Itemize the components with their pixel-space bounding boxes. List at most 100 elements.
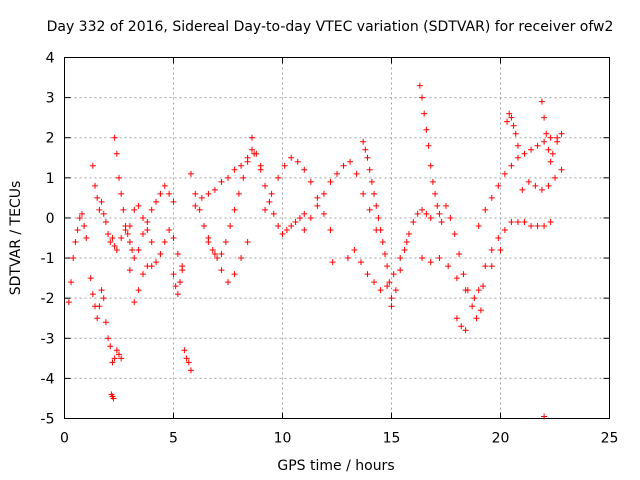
data-point (541, 138, 548, 145)
data-point (113, 347, 120, 354)
data-point (225, 279, 231, 286)
data-point (528, 222, 535, 229)
data-point (371, 279, 378, 286)
data-point (451, 230, 458, 237)
data-point (558, 166, 565, 173)
data-point (552, 174, 558, 181)
data-point (111, 243, 118, 250)
data-point (388, 295, 395, 302)
data-point (545, 182, 552, 189)
data-point (397, 267, 404, 274)
data-point (508, 218, 515, 225)
data-point (475, 222, 482, 229)
data-point (100, 295, 107, 302)
data-point (432, 190, 439, 197)
y-tick-label: 2 (46, 131, 55, 147)
data-point (327, 178, 334, 185)
y-tick-label: -2 (41, 291, 55, 307)
data-point (471, 295, 478, 302)
data-point (238, 162, 245, 169)
data-point (495, 182, 502, 189)
data-point (296, 214, 303, 221)
data-point (528, 146, 535, 153)
data-point (501, 170, 508, 177)
data-point (120, 206, 127, 213)
data-point (211, 251, 218, 258)
data-point (427, 214, 434, 221)
series-track-n (205, 239, 251, 286)
data-point (187, 367, 194, 374)
data-point (205, 239, 212, 246)
data-point (139, 214, 146, 221)
data-point (427, 259, 434, 266)
data-point (497, 247, 504, 254)
data-point (514, 142, 521, 149)
data-point (373, 202, 380, 209)
series-track-j (170, 267, 186, 298)
data-point (209, 247, 216, 254)
data-point (170, 235, 177, 241)
series-track-ae (549, 130, 565, 157)
series-track-aa (475, 134, 561, 229)
axis-ticks (64, 57, 610, 419)
data-point (320, 210, 327, 217)
data-point (390, 271, 397, 278)
data-point (519, 186, 526, 193)
series-track-l (187, 146, 255, 262)
data-point (534, 222, 541, 229)
data-point (366, 166, 373, 173)
data-point (538, 98, 545, 105)
data-point (157, 251, 164, 258)
x-tick-label: 0 (60, 431, 69, 447)
data-point (547, 134, 554, 141)
data-point (135, 287, 142, 294)
data-point (135, 247, 142, 254)
data-point (179, 267, 186, 274)
plot-frame (64, 57, 610, 419)
data-point (508, 114, 515, 121)
series-track-e (89, 162, 118, 250)
data-point (124, 230, 131, 237)
data-point (307, 178, 314, 185)
data-point (139, 230, 146, 237)
data-point (111, 134, 118, 141)
data-point (148, 263, 155, 270)
data-point (464, 287, 471, 294)
data-point (547, 218, 554, 225)
series-track-r (329, 259, 336, 266)
data-point (366, 206, 373, 213)
data-point (453, 315, 460, 322)
data-point (283, 226, 290, 233)
data-point (109, 359, 116, 366)
data-point (248, 134, 255, 141)
data-point (148, 206, 155, 213)
data-point (438, 218, 445, 225)
data-point (475, 287, 482, 294)
data-point (375, 214, 382, 221)
data-point (113, 150, 120, 157)
data-point (98, 198, 105, 205)
series-track-i (113, 202, 155, 254)
y-tick-labels: -5 -4 -3 -2 -1 0 1 2 3 4 (41, 51, 55, 428)
data-point (353, 170, 360, 177)
data-point (238, 255, 245, 262)
data-point (126, 222, 133, 229)
data-point (436, 210, 443, 217)
data-point (170, 271, 177, 278)
data-point (327, 226, 334, 233)
data-point (368, 178, 375, 185)
data-point (218, 267, 225, 274)
data-point (469, 303, 476, 310)
data-point (447, 214, 454, 221)
data-point (340, 162, 347, 169)
data-point (126, 239, 133, 246)
data-point (506, 110, 513, 117)
data-point (170, 198, 177, 205)
data-point (510, 122, 517, 129)
data-point (329, 259, 336, 266)
series-track-k (181, 347, 194, 374)
data-point (543, 130, 550, 137)
data-point (314, 202, 321, 209)
data-point (445, 263, 452, 270)
data-point (107, 343, 114, 350)
